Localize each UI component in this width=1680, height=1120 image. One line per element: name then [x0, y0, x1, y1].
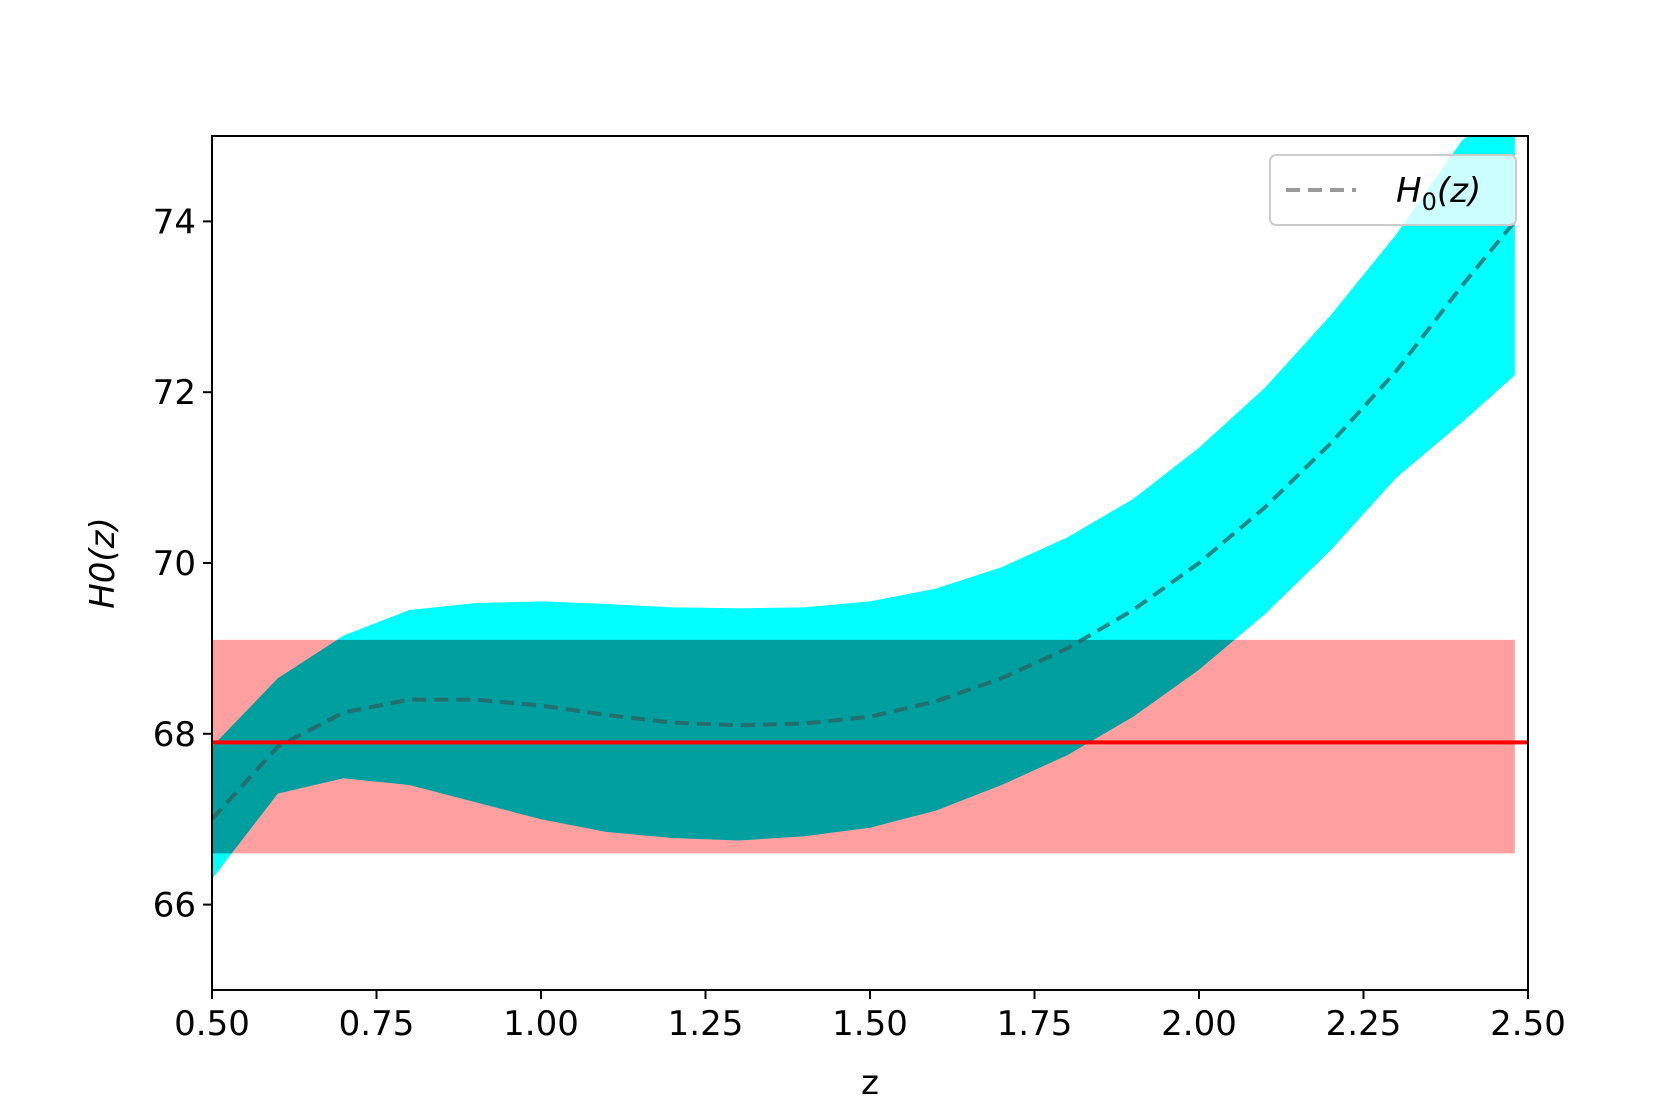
- y-tick-label: 68: [153, 715, 196, 755]
- plot-area: [212, 136, 1528, 879]
- legend: H0(z): [1269, 154, 1517, 226]
- legend-label: H0(z): [1396, 171, 1481, 216]
- y-tick-label: 72: [153, 373, 196, 413]
- x-axis: 0.50 0.75 1.00 1.25 1.50 1.75 2.00 2.25 2.50: [174, 990, 1566, 1044]
- y-axis-label: H0(z): [83, 517, 123, 609]
- y-tick-label: 66: [153, 886, 196, 926]
- x-tick-label: 1.00: [503, 1004, 579, 1044]
- legend-box: [1269, 154, 1517, 226]
- x-tick-label: 0.75: [339, 1004, 415, 1044]
- y-axis: 66 68 70 72 74: [153, 202, 212, 926]
- x-tick-label: 0.50: [174, 1004, 250, 1044]
- x-tick-label: 1.25: [668, 1004, 744, 1044]
- x-tick-label: 2.50: [1490, 1004, 1566, 1044]
- x-tick-label: 1.50: [832, 1004, 908, 1044]
- x-axis-label: z: [861, 1063, 879, 1103]
- x-tick-label: 1.75: [997, 1004, 1073, 1044]
- h0-curve: [212, 220, 1517, 821]
- reference-band: [212, 639, 1515, 854]
- x-tick-label: 2.00: [1161, 1004, 1237, 1044]
- x-tick-label: 2.25: [1326, 1004, 1402, 1044]
- y-tick-label: 70: [153, 544, 196, 584]
- y-tick-label: 74: [153, 202, 196, 242]
